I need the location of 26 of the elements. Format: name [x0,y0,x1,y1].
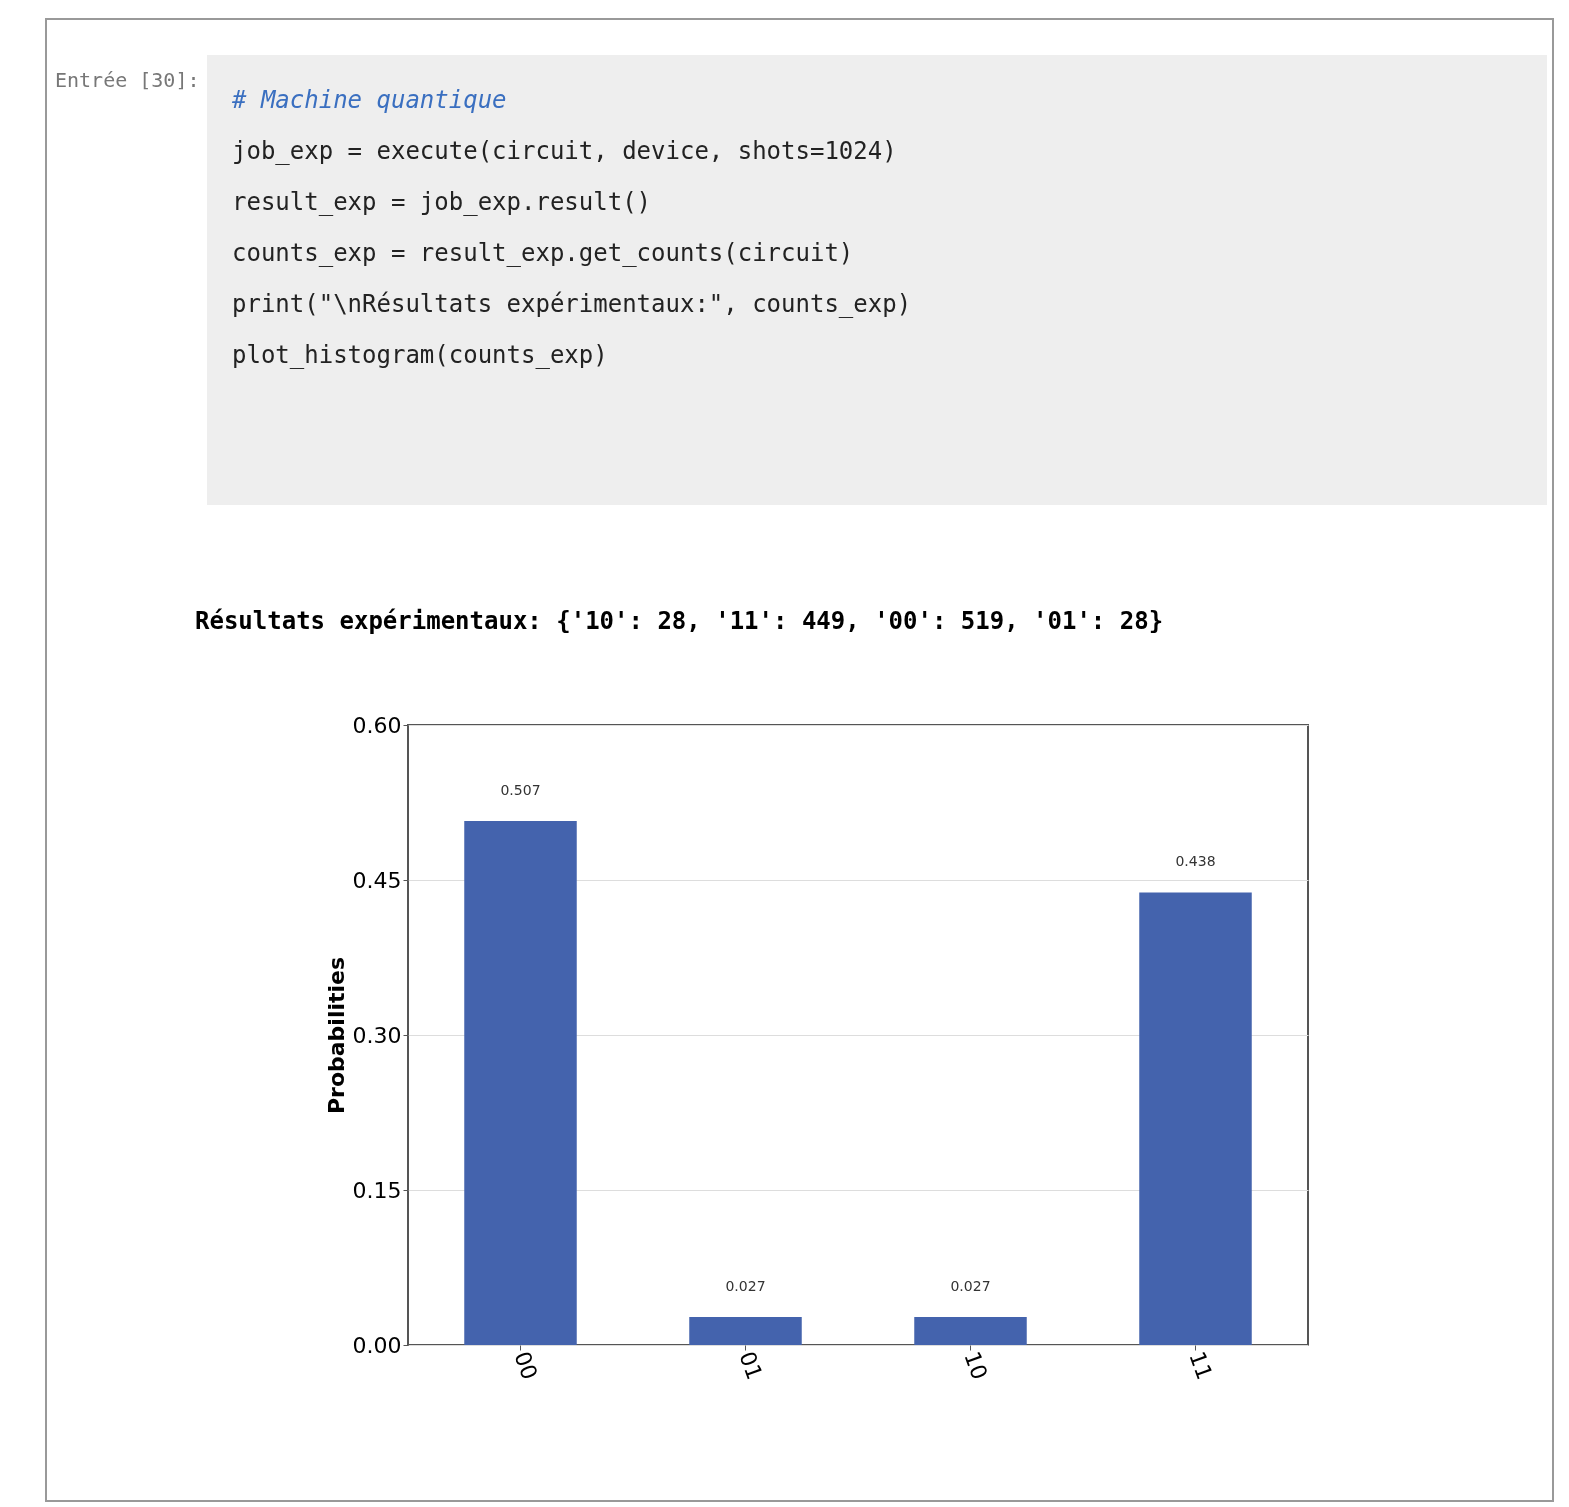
bar [689,1317,802,1345]
bar [914,1317,1027,1345]
x-tick-label: 10 [959,1348,993,1383]
x-tick-label: 11 [1184,1348,1218,1383]
y-tick-label: 0.45 [352,867,402,893]
text: Entrée [30]: [55,68,200,92]
text: plot_histogram(counts_exp) [232,340,609,371]
bar [464,821,577,1345]
text: result_exp = job_exp.result() [232,187,653,218]
x-tick-label: 00 [509,1348,543,1383]
data-label: 0.438 [1175,853,1216,870]
text: # Machine quantique [232,85,508,116]
text: counts_exp = result_exp.get_counts(circuit) [232,238,855,269]
bar [1139,892,1252,1345]
data-label: 0.027 [725,1278,766,1295]
y-tick-label: 0.60 [352,712,402,738]
text: job_exp = execute(circuit, device, shots=1024) [232,136,898,167]
y-tick-label: 0.30 [352,1022,402,1048]
data-label: 0.507 [500,782,541,799]
y-axis-title: Probabilities [323,956,349,1115]
y-tick-label: 0.00 [352,1332,402,1358]
y-tick-label: 0.15 [352,1177,402,1203]
x-tick-label: 01 [734,1348,768,1383]
text: print("\nRésultats expérimentaux:", counts_exp) [232,289,913,320]
chart-title: Résultats expérimentaux: {'10': 28, '11': 449, '00': 519, '01': 28} [195,607,1164,635]
data-label: 0.027 [950,1278,991,1295]
